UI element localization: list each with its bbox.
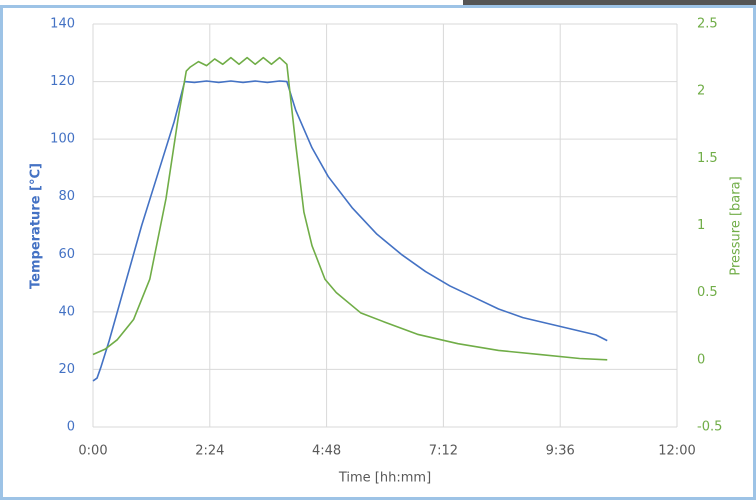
- y-tick-label: 20: [58, 362, 75, 377]
- background-photo-edge: [463, 0, 756, 6]
- x-tick-label: 9:36: [546, 444, 575, 459]
- y-tick-label: 100: [50, 132, 75, 147]
- x-axis-title: Time [hh:mm]: [338, 471, 431, 486]
- y-tick-label: 140: [50, 17, 75, 32]
- y-axis-title: Temperature [°C]: [29, 163, 44, 289]
- y-tick-label: 60: [58, 247, 75, 262]
- y-tick-label: 120: [50, 74, 75, 89]
- y2-tick-label: 1: [697, 218, 705, 233]
- y2-axis-title: Pressure [bara]: [729, 176, 744, 275]
- y2-tick-label: 2.5: [697, 17, 718, 32]
- y2-tick-label: 0: [697, 352, 705, 367]
- chart-frame: [0, 5, 756, 500]
- x-tick-label: 7:12: [429, 444, 458, 459]
- data-line: [92, 56, 608, 361]
- x-tick-label: 2:24: [195, 444, 224, 459]
- x-tick-label: 12:00: [658, 444, 695, 459]
- y2-tick-label: 2: [697, 84, 705, 99]
- y-tick-label: 40: [58, 304, 75, 319]
- x-tick-label: 4:48: [312, 444, 341, 459]
- x-tick-label: 0:00: [78, 444, 107, 459]
- y-tick-label: 0: [67, 420, 75, 435]
- y2-tick-label: -0.5: [697, 420, 722, 435]
- y-tick-label: 80: [58, 189, 75, 204]
- y2-tick-label: 1.5: [697, 151, 718, 166]
- data-line: [92, 80, 608, 382]
- y2-tick-label: 0.5: [697, 285, 718, 300]
